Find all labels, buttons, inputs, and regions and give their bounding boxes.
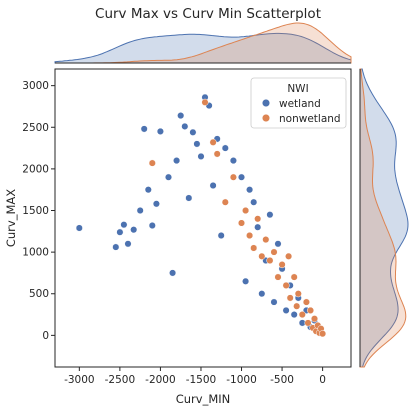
point-nonwetland-18 (285, 252, 293, 260)
legend-label-nonwetland: nonwetland (279, 113, 341, 125)
x-tick-label: -1500 (186, 374, 217, 386)
point-nonwetland-4 (221, 198, 229, 206)
point-nonwetland-3 (213, 150, 221, 158)
point-nonwetland-22 (294, 290, 302, 298)
point-wetland-3 (120, 221, 128, 229)
point-nonwetland-8 (246, 231, 254, 240)
point-wetland-11 (156, 127, 164, 135)
x-axis-label: Curv_MIN (176, 392, 231, 406)
point-wetland-5 (130, 226, 138, 234)
y-tick-label: 0 (42, 330, 49, 342)
point-nonwetland-20 (290, 273, 298, 281)
point-nonwetland-2 (209, 138, 217, 146)
plot-area (54, 68, 352, 368)
legend-label-wetland: wetland (279, 98, 321, 110)
top-kde-wetland (54, 32, 352, 64)
point-wetland-35 (266, 211, 274, 219)
legend-marker-nonwetland (261, 113, 271, 123)
point-wetland-32 (254, 223, 262, 231)
point-wetland-33 (258, 290, 266, 298)
right-kde-wetland (359, 68, 409, 368)
point-nonwetland-16 (278, 261, 286, 269)
legend-box (250, 77, 347, 129)
point-wetland-20 (197, 152, 205, 160)
point-wetland-28 (237, 173, 246, 181)
point-wetland-29 (242, 277, 250, 285)
point-wetland-12 (164, 173, 173, 181)
top-marginal-density (54, 22, 352, 64)
point-wetland-16 (181, 122, 189, 130)
point-nonwetland-7 (242, 206, 250, 215)
point-wetland-0 (75, 224, 83, 232)
x-tick-label: -2000 (145, 374, 176, 386)
chart-title: Curv Max vs Curv Min Scatterplot (95, 6, 321, 22)
point-nonwetland-14 (270, 248, 278, 256)
point-wetland-6 (136, 206, 144, 215)
y-tick-label: 500 (29, 288, 49, 300)
x-tick-label: -1000 (226, 374, 257, 386)
point-nonwetland-24 (302, 298, 310, 306)
point-nonwetland-0 (148, 159, 156, 167)
legend-marker-wetland (261, 98, 271, 108)
x-tick-label: -500 (270, 374, 294, 386)
point-wetland-9 (148, 221, 156, 230)
point-nonwetland-19 (286, 294, 294, 302)
point-wetland-4 (124, 240, 132, 248)
legend: NWI wetland nonwetland (250, 77, 347, 129)
point-nonwetland-33 (319, 330, 327, 338)
point-wetland-17 (185, 194, 193, 202)
point-wetland-13 (169, 269, 177, 277)
point-wetland-14 (173, 157, 181, 165)
point-wetland-41 (290, 311, 298, 319)
point-nonwetland-17 (282, 281, 290, 289)
point-wetland-25 (217, 231, 225, 240)
y-tick-label: 2000 (22, 163, 49, 175)
x-tick-label: -3000 (64, 374, 95, 386)
x-tick-label: -2500 (105, 374, 136, 386)
point-wetland-36 (270, 298, 278, 306)
point-wetland-31 (250, 198, 258, 206)
y-axis-label: Curv_MAX (4, 189, 18, 247)
x-axis-ticks: -3000 -2500 -2000 -1500 -1000 -500 0 (64, 367, 326, 386)
point-nonwetland-1 (201, 98, 209, 106)
point-wetland-37 (274, 240, 282, 248)
y-tick-label: 2500 (22, 122, 49, 134)
point-nonwetland-12 (262, 236, 270, 244)
point-nonwetland-5 (229, 173, 237, 181)
point-nonwetland-23 (298, 311, 306, 319)
points-layer (75, 93, 327, 338)
legend-title: NWI (287, 83, 308, 95)
point-wetland-1 (112, 243, 120, 251)
point-wetland-30 (246, 186, 254, 194)
point-wetland-27 (229, 157, 237, 165)
point-wetland-23 (209, 181, 217, 190)
y-tick-label: 3000 (22, 80, 49, 92)
y-tick-label: 1000 (22, 247, 49, 259)
point-nonwetland-28 (310, 315, 319, 323)
x-tick-label: 0 (319, 374, 326, 386)
point-wetland-15 (177, 112, 185, 120)
point-nonwetland-6 (237, 219, 246, 227)
point-wetland-18 (189, 128, 197, 136)
point-wetland-39 (282, 306, 290, 314)
right-kde-nonwetland (359, 68, 407, 368)
point-wetland-19 (193, 140, 201, 148)
y-tick-label: 1500 (22, 205, 49, 217)
y-axis-ticks: 0 500 1000 1500 2000 2500 3000 (22, 80, 55, 342)
point-wetland-26 (221, 144, 229, 152)
point-wetland-2 (116, 228, 124, 236)
point-wetland-7 (140, 125, 148, 133)
point-nonwetland-13 (266, 256, 274, 265)
point-wetland-8 (144, 186, 152, 194)
point-nonwetland-10 (254, 215, 262, 223)
point-wetland-10 (152, 200, 160, 208)
right-marginal-density (359, 68, 409, 368)
point-nonwetland-15 (274, 273, 282, 281)
point-nonwetland-9 (250, 244, 258, 252)
point-nonwetland-11 (258, 252, 266, 260)
point-nonwetland-21 (293, 302, 301, 310)
point-nonwetland-26 (306, 306, 315, 314)
point-nonwetland-25 (304, 319, 312, 327)
